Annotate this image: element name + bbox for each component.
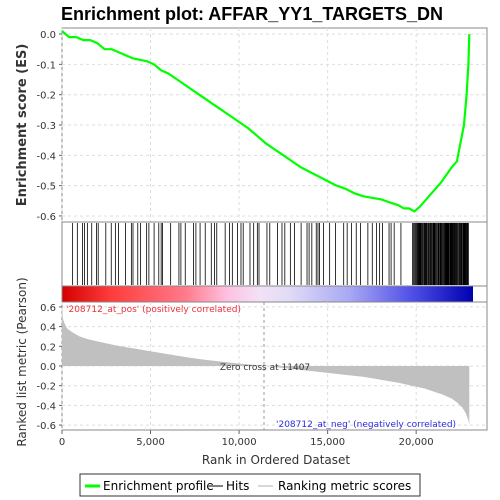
metric-ytick-label: -0.4 [36,401,56,412]
hits-panel [61,221,488,287]
metric-xtick-label: 5,000 [136,437,165,448]
enrichment-profile-line [61,30,471,213]
metric-ytick-label: 0.4 [40,323,56,334]
ranking-color-bar [61,285,488,303]
es-yticks: 0.0 -0.1 -0.2 -0.3 -0.4 -0.5 -0.6 [36,30,62,223]
metric-xtick-label: 20,000 [399,437,434,448]
legend: Enrichment profile Hits Ranking metric s… [79,473,421,497]
es-panel: 0.0 -0.1 -0.2 -0.3 -0.4 -0.5 -0.6 Enrichment s… [15,27,488,223]
metric-axis-title: Ranked list metric (Pearson) [15,277,29,446]
legend-metric-label: Ranking metric scores [278,479,411,493]
metric-yticks: 0.6 0.4 0.2 0.0 -0.2 -0.4 -0.6 [36,303,62,432]
rank-gradient-bar [62,286,473,302]
es-tick-label: -0.1 [36,60,56,71]
metric-panel: 0.6 0.4 0.2 0.0 -0.2 -0.4 -0.6 0 5,000 10,000 15,… [15,277,488,467]
ranking-metric-area [62,305,470,426]
metric-xtick-label: 10,000 [222,437,257,448]
positive-correlation-label: '208712_at_pos' (positively correlated) [66,305,241,315]
es-tick-label: 0.0 [40,30,56,41]
metric-ytick-label: -0.6 [36,421,56,432]
metric-xticks: 0 5,000 10,000 15,000 20,000 [59,430,434,448]
legend-hits-label: Hits [226,479,249,493]
metric-xtick-label: 0 [59,437,65,448]
x-axis-title: Rank in Ordered Dataset [202,453,350,467]
es-tick-label: -0.6 [36,212,56,223]
es-tick-label: -0.3 [36,121,56,132]
es-tick-label: -0.4 [36,151,56,162]
negative-correlation-label: '208712_at_neg' (negatively correlated) [276,420,456,430]
metric-ytick-label: 0.6 [40,303,56,314]
zero-cross-label: Zero cross at 11407 [220,363,310,373]
metric-ytick-label: 0.0 [40,362,56,373]
es-tick-label: -0.5 [36,182,56,193]
es-tick-label: -0.2 [36,91,56,102]
metric-ytick-label: 0.2 [40,342,56,353]
chart-title: Enrichment plot: AFFAR_YY1_TARGETS_DN [61,4,443,24]
es-axis-title: Enrichment score (ES) [15,44,30,207]
legend-box [79,473,421,497]
hit-marks [72,223,469,285]
legend-enrichment-label: Enrichment profile [103,479,214,493]
es-grid [61,28,487,222]
metric-ytick-label: -0.2 [36,382,56,393]
metric-xtick-label: 15,000 [310,437,345,448]
